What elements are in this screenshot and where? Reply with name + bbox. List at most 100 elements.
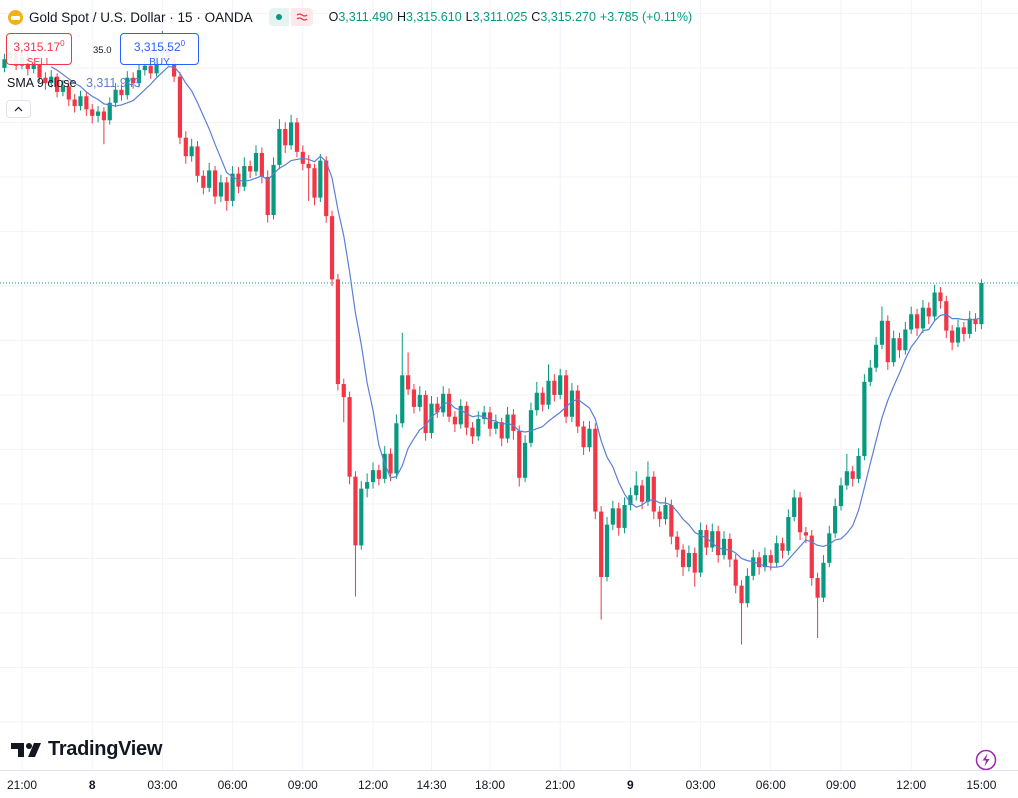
brand-logo[interactable]: TradingView <box>10 738 162 761</box>
candle-body <box>306 163 311 169</box>
spread: 35.0 <box>93 45 112 56</box>
candle-body <box>838 485 844 507</box>
candle-body <box>2 59 7 68</box>
x-tick-label: 9 <box>627 778 634 792</box>
candle-body <box>37 62 42 78</box>
candle-body <box>113 89 118 103</box>
candle-body <box>721 538 727 556</box>
candle-body <box>435 403 440 413</box>
candle-body <box>797 497 803 533</box>
candle-body <box>774 543 779 563</box>
candle-body <box>95 111 101 116</box>
symbol-header: Gold Spot / U.S. Dollar · 15 · OANDA O3,… <box>8 6 692 28</box>
candle-body <box>259 152 264 177</box>
candle-body <box>476 418 481 437</box>
candle-body <box>458 405 463 425</box>
indicator-name: SMA <box>7 76 34 90</box>
candle-body <box>411 389 417 407</box>
candle-body <box>335 279 340 385</box>
candle-body <box>686 552 691 568</box>
candle-body <box>230 173 235 201</box>
candle-body <box>657 511 662 520</box>
candle-body <box>400 375 405 424</box>
candle-body <box>49 76 54 84</box>
candle-body <box>90 109 95 116</box>
candle-body <box>183 137 188 157</box>
candle-body <box>932 292 937 317</box>
buy-button[interactable]: 3,315.520 BUY <box>120 33 199 68</box>
candle-body <box>891 338 896 363</box>
candle-body <box>265 176 270 216</box>
market-status[interactable] <box>268 8 313 26</box>
candle-body <box>879 320 885 345</box>
collapse-button[interactable] <box>6 100 31 118</box>
candle-body <box>148 65 153 74</box>
candle-body <box>499 422 504 439</box>
candle-body <box>733 559 738 586</box>
candle-body <box>60 86 66 92</box>
candle-body <box>868 367 873 382</box>
candle-body <box>423 394 428 434</box>
candle-body <box>704 530 709 548</box>
candle-body <box>803 532 808 536</box>
candle-body <box>663 505 668 520</box>
candle-body <box>394 423 399 474</box>
candle-body <box>604 524 610 577</box>
symbol-icon <box>8 9 23 25</box>
candle-body <box>31 62 36 70</box>
candle-body <box>669 505 674 537</box>
candle-body <box>294 122 300 152</box>
candle-body <box>277 128 282 165</box>
candle-body <box>78 96 83 107</box>
candle-body <box>125 77 130 96</box>
time-axis-labels: 21:00 8 03:00 06:00 09:00 12:00 14:30 18:00 21:0… <box>7 778 997 792</box>
candle-body <box>844 471 849 486</box>
ohlc-key: H <box>397 10 407 24</box>
candle-body <box>914 314 920 329</box>
lightning-button[interactable] <box>974 748 998 772</box>
candle-body <box>593 428 598 512</box>
candle-body <box>119 89 124 96</box>
candle-body <box>505 414 510 439</box>
candle-body <box>493 422 498 429</box>
candle-body <box>376 470 381 479</box>
candle-body <box>757 557 762 568</box>
candle-body <box>751 557 756 576</box>
candle-body <box>534 392 539 411</box>
candle-body <box>312 168 317 198</box>
candle-body <box>856 455 861 479</box>
candle-body <box>242 166 247 187</box>
candle-body <box>938 292 943 302</box>
candle-body <box>809 535 814 579</box>
candle-body <box>318 160 323 198</box>
candle-body <box>464 405 469 428</box>
candle-body <box>329 216 335 280</box>
ohlc-value: 3,311.025 <box>472 10 528 24</box>
candle-body <box>528 410 534 443</box>
symbol-title[interactable]: Gold Spot / U.S. Dollar · 15 · OANDA <box>29 9 253 25</box>
candle-body <box>955 327 961 343</box>
candle-body <box>698 530 703 573</box>
candle-body <box>172 59 177 77</box>
candle-body <box>324 160 329 217</box>
candle-body <box>540 392 545 405</box>
candle-body <box>885 320 890 363</box>
time-axis: 21:00 8 03:00 06:00 09:00 12:00 14:30 18:00 21:0… <box>0 770 1018 798</box>
candle-body <box>212 170 218 197</box>
ohlc-value: 3,315.610 <box>406 10 462 24</box>
candle-body <box>569 390 574 417</box>
chevron-up <box>14 106 23 112</box>
candle-body <box>359 488 364 546</box>
candle-body <box>552 380 557 395</box>
candle-body <box>581 426 586 448</box>
indicator-legend[interactable]: SMA 9 close 3,311.943 <box>7 76 141 90</box>
candle-body <box>680 549 686 568</box>
candle-body <box>616 508 621 528</box>
candle-body <box>651 476 656 512</box>
sell-button[interactable]: 3,315.170 SELL <box>6 33 72 68</box>
candle-body <box>283 128 288 146</box>
candle-body <box>189 146 194 157</box>
candle-body <box>341 384 346 398</box>
candle-body <box>634 485 639 496</box>
